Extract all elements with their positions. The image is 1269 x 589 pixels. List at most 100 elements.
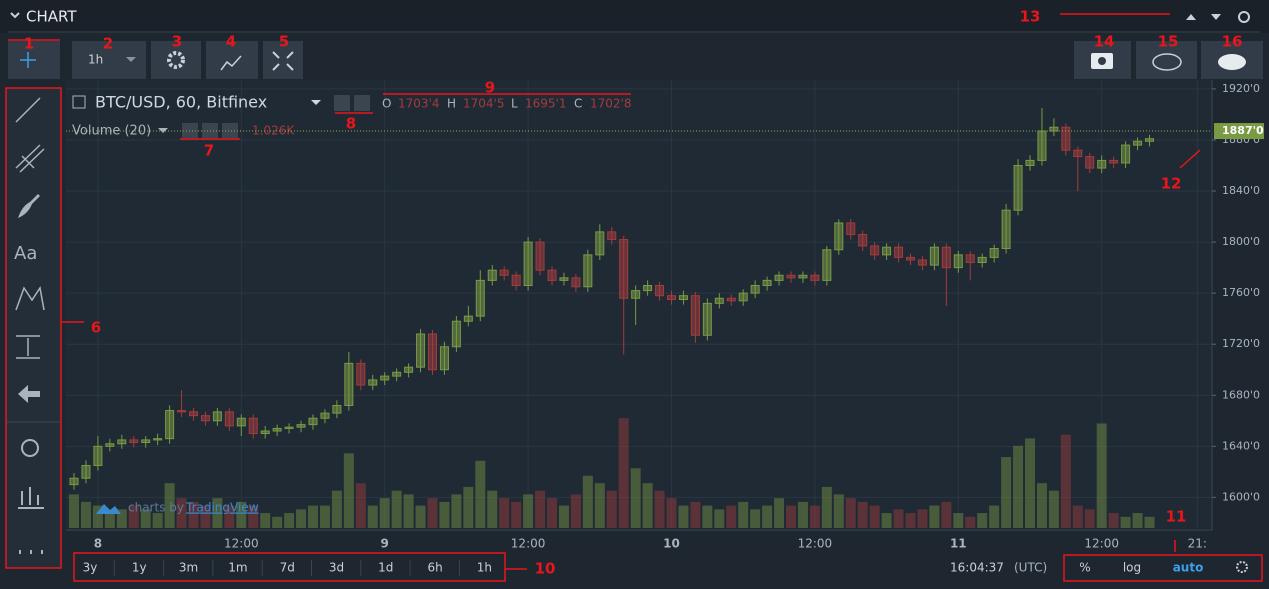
- volume-bar: [1025, 438, 1035, 528]
- volume-bar: [212, 498, 223, 528]
- candle-body: [487, 269, 497, 281]
- zoom-tool[interactable]: [21, 439, 39, 457]
- volume-remove[interactable]: [222, 123, 238, 138]
- volume-bar: [1132, 513, 1143, 528]
- fullscreen-button[interactable]: [263, 41, 303, 79]
- volume-dropdown[interactable]: [158, 128, 168, 133]
- settings-icon: [167, 51, 185, 69]
- ohlc-value: 1695'1: [525, 97, 566, 111]
- percent-button[interactable]: %: [1079, 561, 1090, 575]
- back-tool[interactable]: [18, 385, 40, 403]
- candle-body: [1133, 140, 1143, 146]
- volume-bar: [666, 498, 677, 528]
- volume-bar: [809, 505, 820, 528]
- move-up-button[interactable]: [1186, 14, 1196, 20]
- load-button[interactable]: [1136, 41, 1197, 79]
- volume-bar: [762, 505, 773, 528]
- measure-tool[interactable]: [16, 335, 40, 359]
- range-button[interactable]: 3m: [179, 561, 198, 575]
- candle-body: [308, 417, 318, 426]
- candle-body: [989, 247, 999, 258]
- fib-tool[interactable]: [15, 144, 45, 173]
- move-down-button[interactable]: [1211, 14, 1221, 20]
- volume-bar: [439, 501, 450, 528]
- pattern-tool[interactable]: [15, 286, 45, 311]
- candle-body: [392, 371, 402, 377]
- volume-bar: [1144, 516, 1155, 528]
- range-button[interactable]: 1m: [228, 561, 247, 575]
- candle-body: [93, 445, 103, 466]
- candle-body: [667, 295, 676, 301]
- candle-body: [499, 269, 509, 276]
- candle-body: [1061, 126, 1071, 151]
- volume-bar: [1060, 434, 1071, 528]
- series-visibility[interactable]: [334, 95, 350, 111]
- series-tool[interactable]: [18, 487, 44, 509]
- volume-bar: [487, 490, 498, 528]
- candle-body: [248, 417, 258, 435]
- text-tool[interactable]: Aa: [14, 243, 37, 264]
- candle-body: [846, 222, 856, 235]
- candle-body: [870, 245, 880, 256]
- series-settings[interactable]: [354, 95, 370, 111]
- range-buttons: 3y 1y 3m 1m 7d 3d 1d 6h 1h: [83, 560, 492, 576]
- range-button[interactable]: 3d: [329, 561, 344, 575]
- volume-bar: [116, 509, 127, 528]
- log-button[interactable]: log: [1123, 561, 1141, 575]
- legend-collapse[interactable]: [72, 95, 86, 109]
- annotation-number: 4: [226, 33, 236, 51]
- scale-settings[interactable]: [1236, 561, 1248, 573]
- candle-body: [284, 426, 294, 429]
- candle-body: [607, 231, 617, 241]
- candle-body: [535, 241, 545, 271]
- range-button[interactable]: 1h: [477, 561, 492, 575]
- trend-line-tool[interactable]: [15, 97, 41, 123]
- volume-bar: [1096, 423, 1107, 528]
- candle-body: [165, 410, 175, 440]
- brush-tool[interactable]: [18, 194, 40, 218]
- candle-body: [404, 366, 414, 373]
- volume-value: 1.026K: [252, 124, 295, 138]
- range-button[interactable]: 7d: [280, 561, 295, 575]
- volume-bar: [272, 516, 283, 528]
- y-tick-label: 1800'0: [1222, 235, 1260, 248]
- range-button[interactable]: 1d: [378, 561, 393, 575]
- auto-button[interactable]: auto: [1173, 561, 1204, 575]
- range-button[interactable]: 6h: [427, 561, 442, 575]
- volume-bar: [391, 490, 402, 528]
- volume-bar: [1013, 445, 1024, 528]
- y-tick-label: 1720'0: [1222, 337, 1260, 350]
- candle-body: [702, 302, 712, 336]
- volume-bar: [343, 453, 354, 528]
- volume-bar: [104, 513, 115, 528]
- collapse-icon[interactable]: [10, 12, 20, 19]
- symbol-dropdown[interactable]: [311, 100, 321, 105]
- candle-body: [595, 231, 605, 256]
- volume-settings[interactable]: [202, 123, 218, 138]
- range-button[interactable]: 1y: [132, 561, 147, 575]
- volume-bar: [738, 501, 749, 528]
- settings-button[interactable]: [151, 41, 201, 79]
- watermark-link[interactable]: TradingView: [185, 501, 259, 515]
- volume-bar: [845, 498, 856, 528]
- ohlc-key: O: [382, 97, 391, 111]
- candle-body: [368, 379, 378, 386]
- volume-bar: [463, 486, 474, 528]
- annotation-number: 1: [24, 35, 34, 53]
- interval-button[interactable]: [72, 41, 146, 79]
- volume-visibility[interactable]: [182, 123, 198, 138]
- candle-body: [882, 246, 892, 256]
- indicators-button[interactable]: [206, 41, 258, 79]
- candle-body: [105, 443, 115, 447]
- volume-bar: [750, 509, 761, 528]
- volume-bar: [248, 505, 259, 528]
- last-price-tag: [1214, 123, 1264, 140]
- candle-body: [356, 362, 366, 386]
- candle-body: [786, 274, 796, 279]
- x-tick-label: 21:: [1188, 537, 1207, 551]
- volume-bar: [176, 498, 187, 528]
- range-button[interactable]: 3y: [83, 561, 98, 575]
- refresh-button[interactable]: [1238, 11, 1250, 23]
- volume-bar: [570, 494, 581, 528]
- last-price-label: 1887'0: [1222, 124, 1264, 137]
